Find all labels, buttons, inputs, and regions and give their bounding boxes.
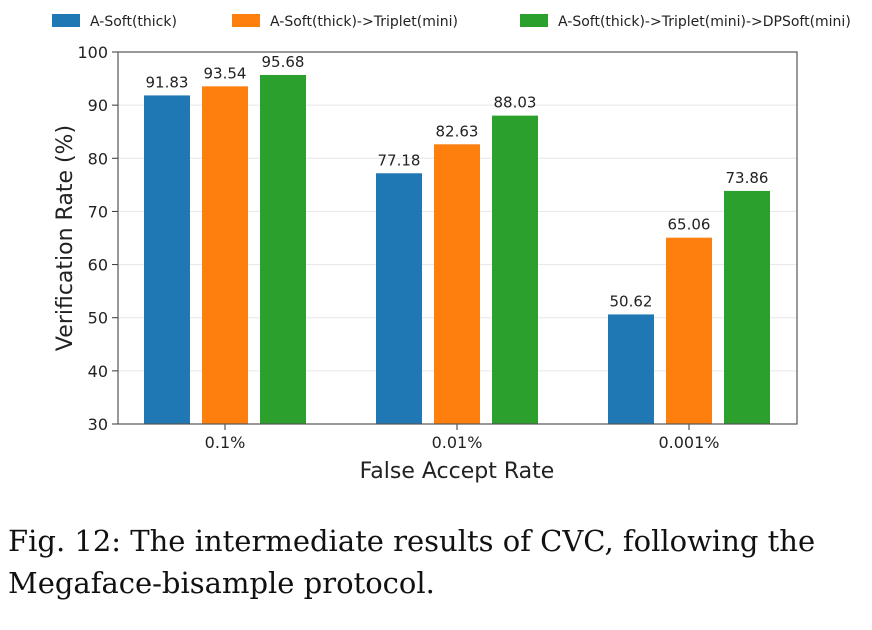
bar	[202, 86, 248, 424]
legend-swatch	[232, 14, 260, 27]
y-tick-label: 80	[88, 149, 108, 168]
plot-frame	[117, 51, 798, 425]
bar	[666, 237, 712, 424]
axes: 30 40 50 60 70 80 90 100 0.1% 0.01% 0.001%	[77, 43, 798, 452]
x-tick-label: 0.01%	[432, 433, 483, 452]
bar-value-label: 91.83	[146, 73, 189, 91]
y-tick-label: 40	[88, 362, 108, 381]
y-tick-label: 30	[88, 415, 108, 434]
y-tick-label: 70	[88, 202, 108, 221]
legend-label: A-Soft(thick)	[90, 14, 177, 30]
bar-value-label: 88.03	[494, 94, 537, 112]
legend-swatch	[520, 14, 548, 27]
y-tick-label: 100	[77, 43, 108, 62]
bar	[260, 74, 306, 425]
bar-value-label: 50.62	[610, 292, 653, 310]
bar	[608, 314, 654, 424]
legend-label: A-Soft(thick)->Triplet(mini)->DPSoft(min…	[558, 14, 851, 30]
bar-value-label: 82.63	[436, 122, 479, 140]
figure-caption: Fig. 12: The intermediate results of CVC…	[8, 524, 816, 600]
x-tick-label: 0.1%	[205, 433, 246, 452]
bars	[144, 74, 770, 425]
bar	[724, 190, 770, 424]
y-tick-label: 90	[88, 96, 108, 115]
legend-swatch	[52, 14, 80, 27]
bar	[434, 144, 480, 424]
bar-value-label: 65.06	[668, 216, 711, 234]
y-tick-label: 50	[88, 309, 108, 328]
data-labels: 91.83 77.18 50.62 93.54 82.63 65.06 95.68 88.03…	[146, 53, 769, 310]
bar-value-label: 73.86	[726, 169, 769, 187]
x-tick-label: 0.001%	[658, 433, 719, 452]
legend: A-Soft(thick) A-Soft(thick)->Triplet(mini…	[52, 14, 851, 30]
x-axis-label: False Accept Rate	[360, 459, 555, 484]
bar-value-label: 95.68	[262, 53, 305, 71]
bar-chart: A-Soft(thick) A-Soft(thick)->Triplet(mini…	[52, 14, 851, 484]
bar-value-label: 93.54	[204, 64, 247, 82]
bar	[376, 173, 422, 424]
bar	[144, 95, 190, 424]
legend-label: A-Soft(thick)->Triplet(mini)	[270, 14, 458, 30]
y-axis-label: Verification Rate (%)	[53, 125, 78, 351]
bar	[492, 115, 538, 424]
bar-value-label: 77.18	[378, 151, 421, 169]
y-tick-label: 60	[88, 256, 108, 275]
